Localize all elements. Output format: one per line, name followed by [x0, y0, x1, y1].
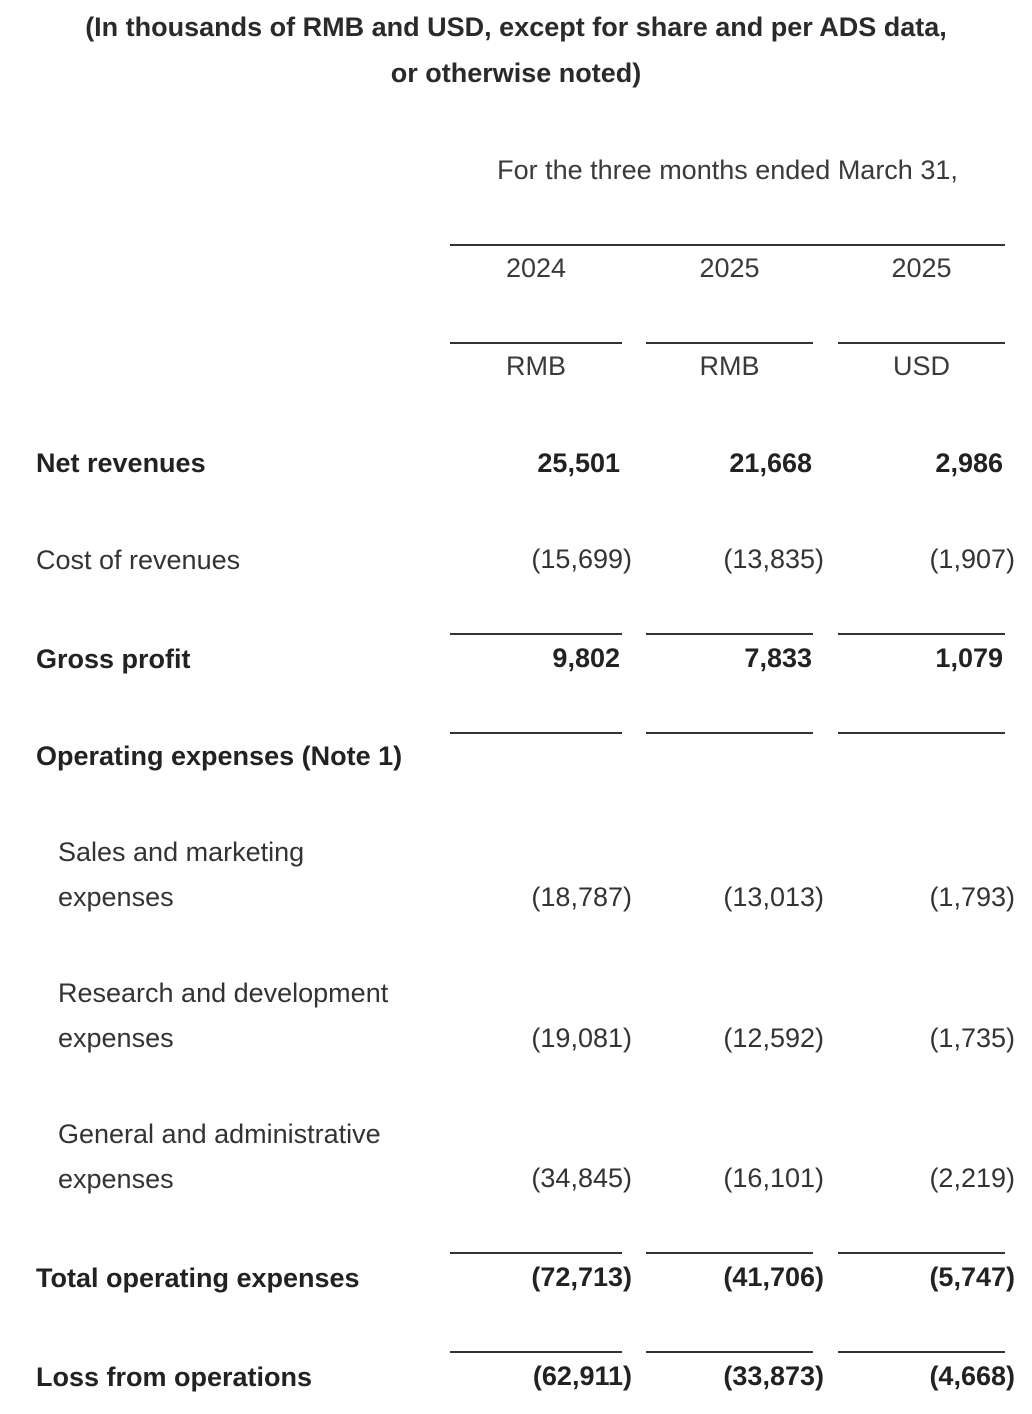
period-underline — [450, 244, 1005, 246]
row-general-admin-col2: (16,101) — [723, 1163, 824, 1193]
row-sales-marketing-col1: (18,787) — [531, 882, 632, 912]
row-sales-marketing-col2: (13,013) — [723, 882, 824, 912]
row-research-development-col2: (12,592) — [723, 1023, 824, 1053]
row-cost-of-revenues-col3: (1,907) — [929, 544, 1015, 574]
col3-year: 2025 — [891, 253, 952, 283]
row-gross-profit-col3: 1,079 — [935, 643, 1003, 673]
row-research-development-label-line1: Research and development — [58, 978, 389, 1008]
col1-year-underline — [450, 342, 622, 344]
gross-profit-topline-col2 — [646, 633, 813, 635]
loss-ops-topline-col1 — [450, 1351, 622, 1353]
gross-profit-topline-col1 — [450, 633, 622, 635]
row-general-admin-label-line2: expenses — [58, 1164, 174, 1194]
row-total-operating-expenses-col3: (5,747) — [929, 1262, 1015, 1292]
row-general-admin-col1: (34,845) — [531, 1163, 632, 1193]
row-gross-profit-col1: 9,802 — [552, 643, 620, 673]
row-sales-marketing-label-line2: expenses — [58, 882, 174, 912]
gross-profit-topline-col3 — [838, 633, 1005, 635]
row-sales-marketing-col3: (1,793) — [929, 882, 1015, 912]
row-loss-from-operations-col3: (4,668) — [929, 1361, 1015, 1391]
total-opex-topline-col2 — [646, 1252, 813, 1254]
row-cost-of-revenues-col2: (13,835) — [723, 544, 824, 574]
row-loss-from-operations-col1: (62,911) — [532, 1361, 632, 1391]
row-general-admin-label-line1: General and administrative — [58, 1119, 381, 1149]
total-opex-topline-col1 — [450, 1252, 622, 1254]
row-net-revenues-col1: 25,501 — [537, 448, 620, 478]
table-caption-line-2: or otherwise noted) — [390, 58, 642, 88]
col3-year-underline — [838, 342, 1005, 344]
row-sales-marketing-label-line1: Sales and marketing — [58, 837, 305, 867]
gross-profit-bottomline-col3 — [838, 732, 1005, 734]
table-caption-line-1: (In thousands of RMB and USD, except for… — [85, 12, 947, 42]
row-gross-profit-label: Gross profit — [36, 644, 191, 674]
row-gross-profit-col2: 7,833 — [744, 643, 812, 673]
col2-year: 2025 — [699, 253, 760, 283]
row-net-revenues-col3: 2,986 — [935, 448, 1003, 478]
col1-currency: RMB — [506, 351, 566, 381]
row-research-development-label-line2: expenses — [58, 1023, 174, 1053]
loss-ops-topline-col3 — [838, 1351, 1005, 1353]
row-net-revenues-label: Net revenues — [36, 448, 206, 478]
row-cost-of-revenues-col1: (15,699) — [531, 544, 632, 574]
row-research-development-col1: (19,081) — [531, 1023, 632, 1053]
gross-profit-bottomline-col2 — [646, 732, 813, 734]
row-general-admin-col3: (2,219) — [929, 1163, 1015, 1193]
total-opex-topline-col3 — [838, 1252, 1005, 1254]
row-total-operating-expenses-col1: (72,713) — [531, 1262, 632, 1292]
col1-year: 2024 — [505, 253, 567, 283]
period-header: For the three months ended March 31, — [497, 155, 958, 185]
row-cost-of-revenues-label: Cost of revenues — [36, 545, 241, 575]
row-research-development-col3: (1,735) — [929, 1023, 1015, 1053]
row-loss-from-operations-col2: (33,873) — [723, 1361, 824, 1391]
gross-profit-bottomline-col1 — [450, 732, 622, 734]
row-loss-from-operations-label: Loss from operations — [36, 1362, 313, 1392]
row-total-operating-expenses-label: Total operating expenses — [36, 1263, 360, 1293]
row-operating-expenses-label: Operating expenses (Note 1) — [36, 741, 403, 771]
col2-currency: RMB — [699, 351, 760, 381]
col3-currency: USD — [892, 351, 950, 381]
row-total-operating-expenses-col2: (41,706) — [723, 1262, 824, 1292]
row-net-revenues-col2: 21,668 — [729, 448, 812, 478]
loss-ops-topline-col2 — [646, 1351, 813, 1353]
col2-year-underline — [646, 342, 813, 344]
